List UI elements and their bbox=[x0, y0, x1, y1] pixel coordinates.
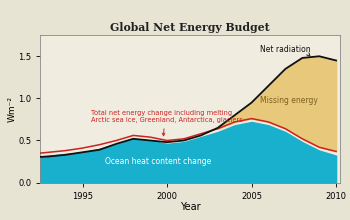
Text: Ocean heat content change: Ocean heat content change bbox=[105, 157, 212, 166]
Y-axis label: Wm⁻²: Wm⁻² bbox=[8, 96, 17, 122]
Text: Total net energy change including melting
Arctic sea ice, Greenland, Antarctica,: Total net energy change including meltin… bbox=[91, 110, 243, 136]
Text: Missing energy: Missing energy bbox=[260, 95, 318, 104]
Title: Global Net Energy Budget: Global Net Energy Budget bbox=[110, 22, 270, 33]
Text: Net radiation: Net radiation bbox=[260, 45, 311, 57]
X-axis label: Year: Year bbox=[180, 202, 200, 212]
